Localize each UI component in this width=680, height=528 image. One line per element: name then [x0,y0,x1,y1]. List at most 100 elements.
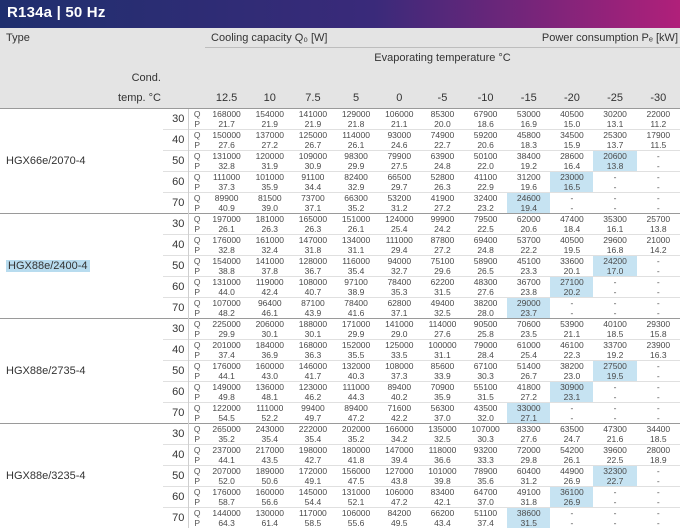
power-consumption-value: 18.4 [550,224,593,234]
model-name-text: HGX88e/3235-4 [6,470,86,482]
cooling-capacity-value: 59200 [464,130,507,140]
cooling-capacity-value: 33600 [550,256,593,266]
power-consumption-value: 37.4 [205,350,248,360]
condensing-temp: 30 [163,424,189,445]
cooling-capacity-value: 30900 [550,382,593,392]
model-name[interactable]: HGX88e/3235-4 [0,424,163,528]
power-consumption-value: 31.2 [378,203,421,213]
cooling-capacity-value: 132000 [335,361,378,371]
power-consumption-value: 48.1 [248,392,291,402]
cooling-capacity-value: - [637,298,680,308]
cooling-capacity-value: 64700 [464,487,507,497]
cooling-capacity-value: 24600 [507,193,550,203]
model-name[interactable]: HGX88e/2400-4 [0,214,163,319]
cooling-capacity-value: 29000 [507,298,550,308]
power-consumption-value: 42.1 [421,497,464,507]
power-consumption-value: 18.3 [507,140,550,150]
capacity-cell: -- [593,508,636,528]
model-name[interactable]: HGX88e/2735-4 [0,319,163,424]
power-consumption-value: 31.8 [291,245,334,255]
power-consumption-value: 30.3 [464,434,507,444]
cooling-capacity-value: 165000 [291,214,334,224]
power-consumption-value: 41.7 [291,371,334,381]
power-consumption-value: 42.4 [248,287,291,297]
power-consumption-value: - [637,413,680,423]
evap-temp-header: -25 [593,88,636,109]
condensing-temp: 60 [163,487,189,508]
power-consumption-value: 35.4 [248,434,291,444]
cooling-capacity-value: 20600 [593,151,636,161]
power-consumption-value: 24.7 [550,434,593,444]
power-consumption-value: 38.9 [335,287,378,297]
cooling-capacity-value: 70600 [507,319,550,329]
cooling-capacity-value: 111000 [378,235,421,245]
cooling-capacity-value: 27100 [550,277,593,287]
power-consumption-value: 22.7 [421,140,464,150]
cooling-capacity-value: 25300 [593,130,636,140]
model-name[interactable]: HGX66e/2070-4 [0,109,163,214]
cooling-capacity-value: 45100 [507,256,550,266]
cooling-capacity-value: 108000 [291,277,334,287]
power-consumption-value: 35.9 [248,182,291,192]
cooling-capacity-value: 51100 [464,508,507,518]
power-consumption-value: 39.4 [378,455,421,465]
cooling-capacity-value: 176000 [205,361,248,371]
cooling-capacity-value: 171000 [335,319,378,329]
power-consumption-value: 26.3 [421,182,464,192]
power-consumption-value: - [550,203,593,213]
cooling-capacity-value: - [593,382,636,392]
power-consumption-value: - [637,392,680,402]
cooling-capacity-value: 29300 [637,319,680,329]
power-consumption-value: 32.5 [421,308,464,318]
cooling-capacity-value: 145000 [291,487,334,497]
power-consumption-value: 34.4 [291,182,334,192]
power-consumption-value: 27.6 [507,434,550,444]
cooling-capacity-value: - [637,151,680,161]
evap-temp-header: -20 [550,88,593,109]
cooling-capacity-value: 114000 [421,319,464,329]
power-consumption-value: 29.9 [205,329,248,339]
power-consumption-value: 25.4 [378,224,421,234]
cooling-capacity-value: 156000 [335,466,378,476]
power-consumption-value: 22.2 [507,245,550,255]
power-consumption-value: 58.7 [205,497,248,507]
condensing-temp: 50 [163,151,189,172]
power-consumption-value: 31.5 [464,392,507,402]
power-consumption-value: 29.7 [378,182,421,192]
power-consumption-value: 36.3 [291,350,334,360]
capacity-cell: -- [593,487,636,508]
condensing-temp: 40 [163,340,189,361]
cooling-capacity-value: 22000 [637,109,680,119]
cooling-capacity-value: 58900 [464,256,507,266]
cooling-capacity-value: - [637,466,680,476]
power-consumption-value: 21.7 [205,119,248,129]
evap-temp-header: 10 [248,88,291,109]
power-consumption-value: 27.1 [507,413,550,423]
cooling-capacity-value: 66200 [421,508,464,518]
